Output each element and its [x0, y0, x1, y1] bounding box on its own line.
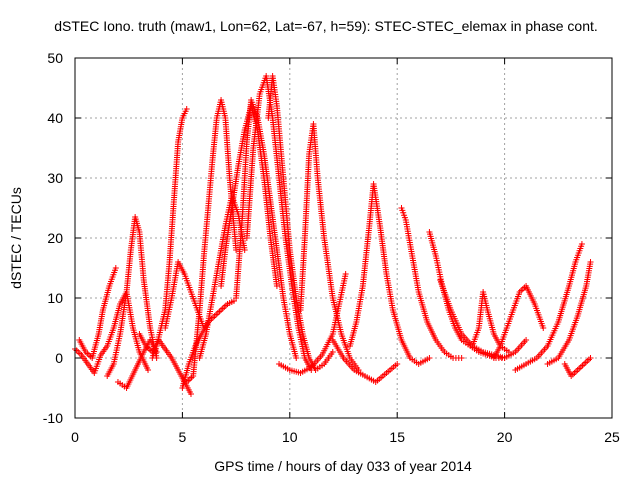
plot-frame — [74, 57, 613, 419]
y-axis-label: dSTEC / TECUs — [8, 187, 24, 289]
data-point — [187, 391, 194, 397]
grid-lines — [75, 58, 612, 418]
data-point — [458, 355, 465, 361]
data-point — [112, 265, 119, 271]
data-point — [394, 361, 401, 367]
y-tick-label: 50 — [47, 50, 63, 66]
x-tick-label: 10 — [282, 429, 298, 445]
data-point — [145, 367, 152, 373]
y-tick-label: 30 — [47, 170, 63, 186]
y-tick-label: 40 — [47, 110, 63, 126]
y-tick-label: 10 — [47, 290, 63, 306]
x-tick-label: 25 — [604, 429, 620, 445]
y-tick-label: -10 — [43, 410, 63, 426]
x-axis-label: GPS time / hours of day 033 of year 2014 — [214, 458, 472, 474]
data-point — [505, 349, 512, 355]
x-tick-labels: 0 5 10 15 20 25 — [71, 429, 620, 445]
data-point — [587, 259, 594, 265]
data-point — [587, 355, 594, 361]
data-points — [72, 73, 594, 397]
data-point — [426, 355, 433, 361]
y-tick-label: 20 — [47, 230, 63, 246]
data-point — [233, 247, 240, 253]
x-tick-label: 5 — [179, 429, 187, 445]
x-tick-label: 0 — [71, 429, 79, 445]
chart-title: dSTEC Iono. truth (maw1, Lon=62, Lat=-67… — [54, 18, 598, 34]
data-point — [183, 106, 190, 112]
data-point — [342, 271, 349, 277]
data-point — [293, 355, 300, 361]
data-point — [523, 337, 530, 343]
data-point — [578, 241, 585, 247]
y-tick-label: 0 — [55, 350, 63, 366]
data-point — [540, 325, 547, 331]
y-tick-labels: -10 0 10 20 30 40 50 — [43, 50, 63, 426]
x-tick-label: 15 — [389, 429, 405, 445]
data-point — [241, 247, 248, 253]
data-point — [329, 349, 336, 355]
data-point — [273, 283, 280, 289]
x-tick-label: 20 — [497, 429, 513, 445]
